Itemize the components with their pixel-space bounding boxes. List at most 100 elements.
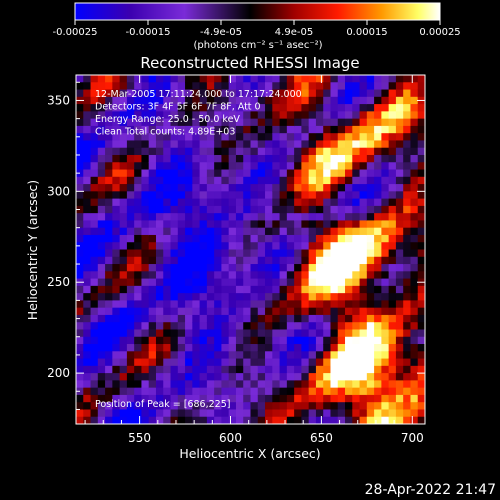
heatmap-cell: [323, 184, 332, 192]
heatmap-cell: [170, 213, 179, 222]
heatmap-cell: [410, 169, 419, 178]
heatmap-cell: [294, 293, 302, 301]
heatmap-cell: [308, 285, 317, 294]
heatmap-cell: [97, 213, 106, 222]
heatmap-cell: [170, 249, 179, 258]
heatmap-cell: [265, 322, 273, 331]
heatmap-cell: [294, 234, 302, 243]
heatmap-cell: [272, 89, 281, 98]
heatmap-cell: [170, 191, 179, 200]
heatmap-cell: [359, 387, 368, 396]
heatmap-cell: [257, 285, 266, 294]
heatmap-cell: [323, 118, 332, 127]
heatmap-cell: [112, 104, 121, 112]
heatmap-cell: [206, 227, 215, 236]
heatmap-cell: [279, 409, 288, 418]
heatmap-cell: [279, 104, 288, 112]
heatmap-cell: [374, 264, 382, 272]
heatmap-cell: [126, 314, 135, 323]
heatmap-cell: [141, 227, 150, 236]
heatmap-cell: [374, 234, 382, 243]
heatmap-cell: [105, 82, 113, 91]
heatmap-cell: [265, 75, 273, 83]
heatmap-cell: [337, 89, 346, 98]
heatmap-cell: [155, 358, 164, 367]
heatmap-cell: [250, 184, 259, 192]
heatmap-cell: [257, 293, 266, 301]
heatmap-cell: [105, 271, 113, 280]
heatmap-cell: [366, 409, 375, 418]
heatmap-cell: [177, 242, 186, 251]
heatmap-cell: [381, 118, 390, 127]
heatmap-cell: [366, 242, 375, 251]
heatmap-cell: [185, 162, 193, 171]
heatmap-cell: [221, 300, 230, 309]
heatmap-cell: [163, 358, 172, 367]
heatmap-cell: [272, 104, 281, 112]
heatmap-cell: [112, 75, 121, 83]
heatmap-cell: [163, 394, 172, 403]
heatmap-cell: [228, 205, 237, 214]
heatmap-cell: [286, 256, 295, 265]
heatmap-cell: [163, 344, 172, 352]
heatmap-cell: [279, 271, 288, 280]
heatmap-cell: [170, 242, 179, 251]
heatmap-cell: [206, 278, 215, 287]
heatmap-cell: [279, 307, 288, 316]
heatmap-cell: [228, 278, 237, 287]
heatmap-cell: [279, 184, 288, 192]
heatmap-cell: [76, 394, 84, 403]
heatmap-cell: [286, 96, 295, 105]
heatmap-cell: [279, 154, 288, 163]
heatmap-cell: [243, 380, 252, 389]
heatmap-cell: [119, 125, 128, 134]
heatmap-cell: [105, 140, 113, 149]
heatmap-cell: [134, 314, 143, 323]
heatmap-cell: [126, 227, 135, 236]
heatmap-cell: [315, 256, 324, 265]
heatmap-cell: [301, 242, 310, 251]
heatmap-cell: [294, 256, 302, 265]
heatmap-cell: [155, 285, 164, 294]
heatmap-cell: [235, 220, 244, 229]
heatmap-cell: [185, 184, 193, 192]
heatmap-cell: [170, 125, 179, 134]
heatmap-cell: [112, 387, 121, 396]
heatmap-cell: [141, 75, 150, 83]
heatmap-cell: [294, 416, 302, 424]
heatmap-cell: [345, 387, 353, 396]
heatmap-cell: [388, 213, 397, 222]
heatmap-cell: [235, 191, 244, 200]
heatmap-cell: [315, 373, 324, 381]
heatmap-cell: [177, 125, 186, 134]
heatmap-cell: [214, 380, 223, 389]
heatmap-cell: [206, 82, 215, 91]
heatmap-cell: [221, 271, 230, 280]
heatmap-cell: [221, 213, 230, 222]
heatmap-cell: [345, 169, 353, 178]
heatmap-cell: [134, 409, 143, 418]
heatmap-cell: [214, 111, 223, 120]
heatmap-cell: [148, 75, 157, 83]
heatmap-cell: [359, 184, 368, 192]
heatmap-cell: [97, 300, 106, 309]
heatmap-cell: [163, 104, 172, 112]
heatmap-cell: [243, 285, 252, 294]
heatmap-cell: [214, 314, 223, 323]
heatmap-cell: [206, 242, 215, 251]
heatmap-cell: [337, 307, 346, 316]
heatmap-cell: [301, 416, 310, 424]
heatmap-cell: [177, 162, 186, 171]
heatmap-cell: [308, 402, 317, 411]
heatmap-cell: [177, 285, 186, 294]
heatmap-cell: [76, 300, 84, 309]
heatmap-cell: [272, 322, 281, 331]
heatmap-cell: [112, 227, 121, 236]
heatmap-cell: [381, 271, 390, 280]
heatmap-cell: [83, 133, 92, 142]
heatmap-cell: [243, 213, 252, 222]
heatmap-cell: [272, 387, 281, 396]
heatmap-cell: [134, 249, 143, 258]
heatmap-cell: [417, 351, 425, 360]
heatmap-cell: [395, 220, 404, 229]
